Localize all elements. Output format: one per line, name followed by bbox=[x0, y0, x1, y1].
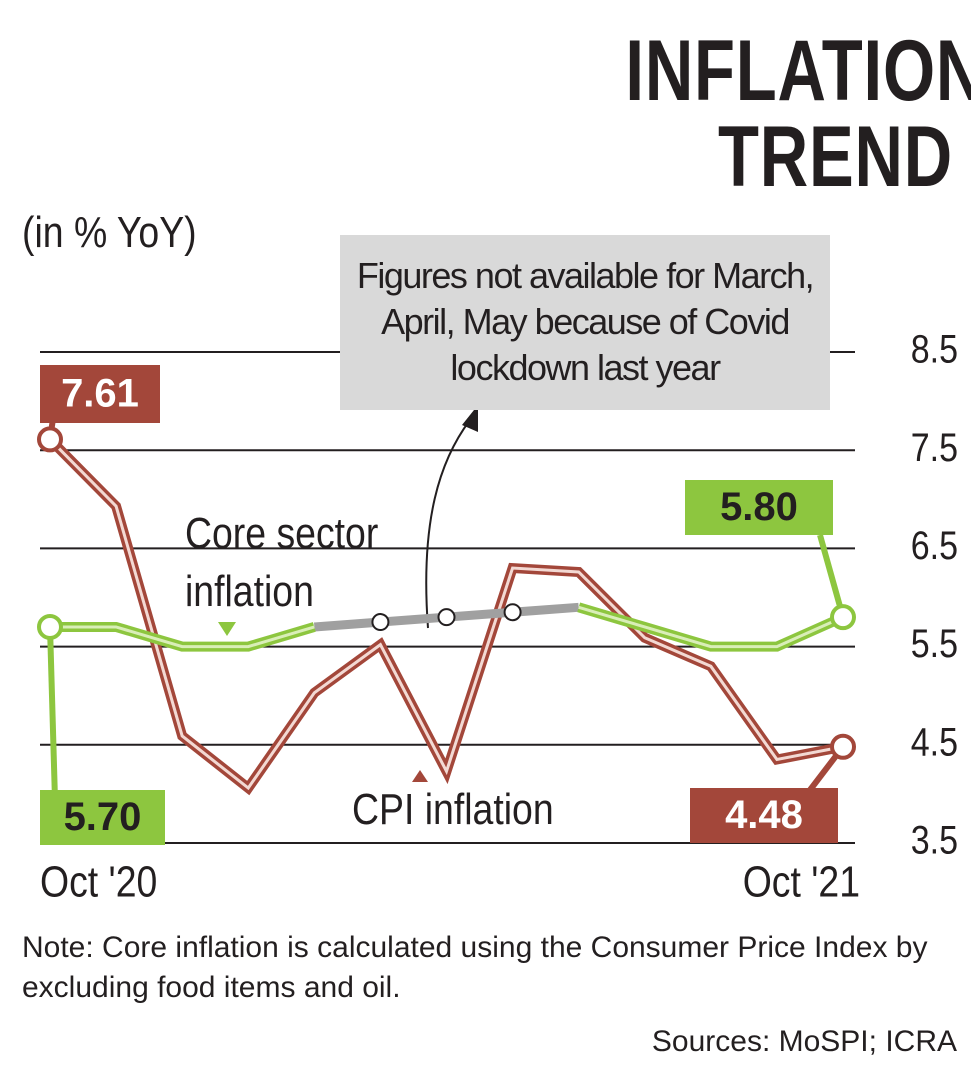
y-tick-label: 8.5 bbox=[911, 326, 958, 371]
series-line bbox=[50, 621, 316, 652]
series-label: Core sector inflation bbox=[185, 509, 379, 616]
label-box bbox=[40, 365, 160, 423]
end-point bbox=[37, 613, 63, 640]
y-tick-label: 5.5 bbox=[911, 621, 958, 666]
legend-marker bbox=[218, 622, 236, 636]
x-tick-label: Oct '20 bbox=[40, 857, 157, 907]
label-leader bbox=[47, 626, 58, 801]
end-point bbox=[830, 733, 856, 760]
label-box bbox=[685, 480, 833, 535]
label-box bbox=[40, 790, 165, 845]
y-tick-label: 4.5 bbox=[911, 719, 958, 764]
gap-marker bbox=[437, 608, 456, 627]
y-tick-label: 7.5 bbox=[911, 424, 958, 469]
source: Sources: MoSPI; ICRA bbox=[651, 1025, 957, 1058]
gap-marker bbox=[371, 613, 390, 632]
y-tick-label: 3.5 bbox=[911, 817, 958, 862]
series-line-inner bbox=[578, 605, 844, 649]
data-label: 4.48 bbox=[725, 793, 803, 837]
label-leader bbox=[817, 534, 846, 618]
annotation-arrowhead bbox=[462, 405, 478, 432]
series-line-inner bbox=[48, 438, 844, 791]
label-box bbox=[690, 788, 838, 843]
y-tick-label: 6.5 bbox=[911, 522, 958, 567]
legend-marker bbox=[412, 770, 428, 782]
x-tick-label: Oct '21 bbox=[743, 857, 860, 907]
data-label: 5.80 bbox=[720, 485, 798, 529]
subtitle: (in % YoY) bbox=[22, 208, 197, 257]
series-label: CPI inflation bbox=[352, 785, 554, 834]
data-label: 7.61 bbox=[61, 372, 139, 416]
annotation-arrow bbox=[425, 419, 471, 629]
gap-marker bbox=[503, 603, 522, 622]
end-point bbox=[37, 426, 63, 453]
series-line-inner bbox=[50, 625, 315, 649]
annotation: Figures not available for March, April, … bbox=[340, 235, 830, 410]
end-point bbox=[830, 604, 856, 631]
chart-title: INFLATION TREND bbox=[625, 23, 971, 205]
note: Note: Core inflation is calculated using… bbox=[22, 931, 928, 1004]
data-label: 5.70 bbox=[64, 795, 142, 839]
